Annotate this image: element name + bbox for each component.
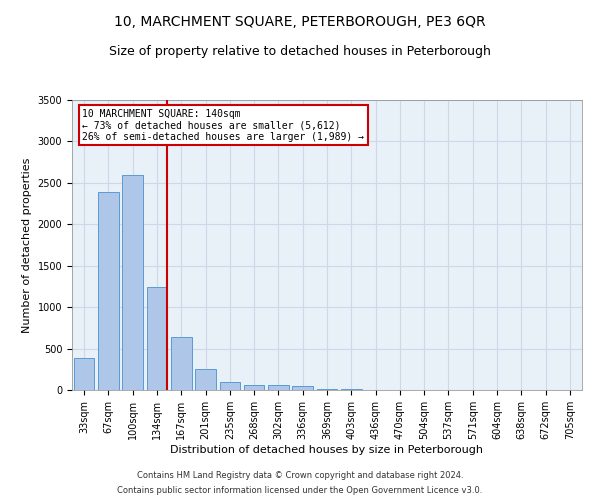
- Bar: [317, 389, 337, 390]
- Bar: [146, 288, 167, 390]
- Bar: [74, 358, 94, 390]
- Bar: [341, 389, 362, 390]
- Text: Contains public sector information licensed under the Open Government Licence v3: Contains public sector information licen…: [118, 486, 482, 495]
- Text: 10, MARCHMENT SQUARE, PETERBOROUGH, PE3 6QR: 10, MARCHMENT SQUARE, PETERBOROUGH, PE3 …: [114, 15, 486, 29]
- Bar: [98, 192, 119, 390]
- X-axis label: Distribution of detached houses by size in Peterborough: Distribution of detached houses by size …: [170, 444, 484, 454]
- Text: 10 MARCHMENT SQUARE: 140sqm
← 73% of detached houses are smaller (5,612)
26% of : 10 MARCHMENT SQUARE: 140sqm ← 73% of det…: [82, 108, 364, 142]
- Text: Size of property relative to detached houses in Peterborough: Size of property relative to detached ho…: [109, 45, 491, 58]
- Bar: [220, 382, 240, 390]
- Bar: [268, 386, 289, 390]
- Bar: [171, 337, 191, 390]
- Bar: [292, 386, 313, 390]
- Bar: [244, 385, 265, 390]
- Bar: [122, 176, 143, 390]
- Text: Contains HM Land Registry data © Crown copyright and database right 2024.: Contains HM Land Registry data © Crown c…: [137, 471, 463, 480]
- Bar: [195, 370, 216, 390]
- Y-axis label: Number of detached properties: Number of detached properties: [22, 158, 32, 332]
